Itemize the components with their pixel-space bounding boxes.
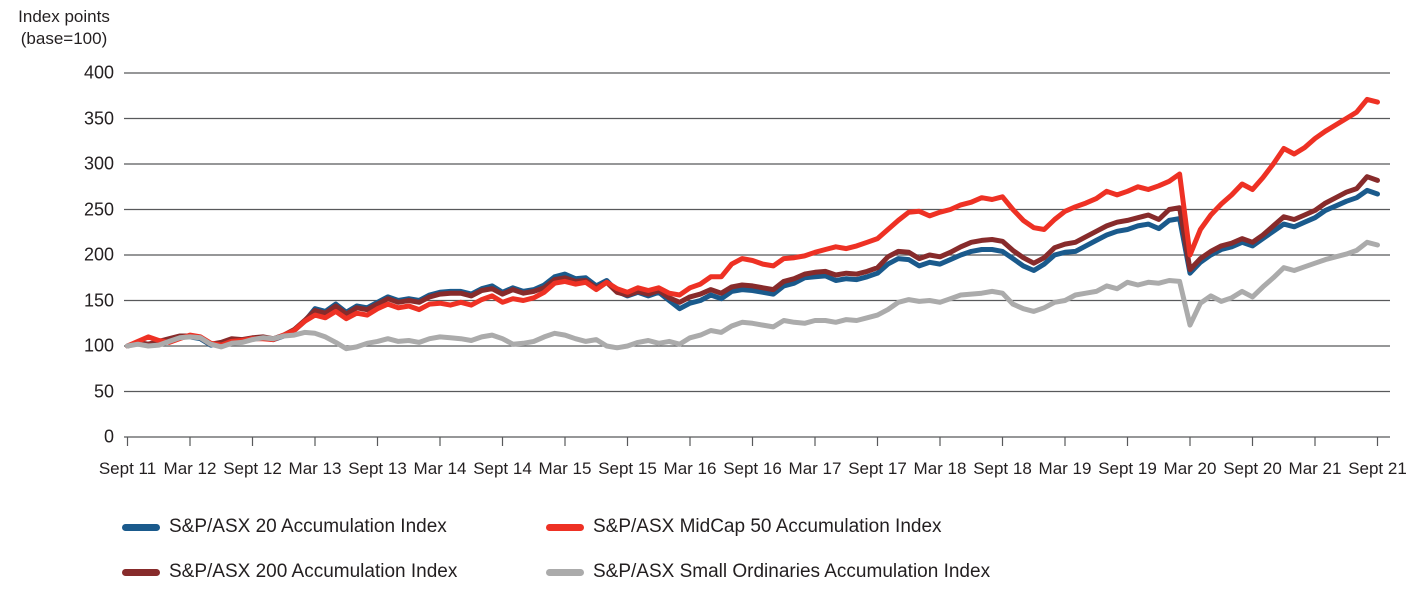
x-tick-label-sept-17: Sept 17 [848,459,907,478]
y-tick-label-200: 200 [83,244,114,265]
y-tick-label-0: 0 [103,426,114,447]
x-tick-label-mar-20: Mar 20 [1163,459,1217,478]
y-axis-title-line2: (base=100) [20,29,108,48]
x-tick-label-sept-14: Sept 14 [473,459,532,478]
x-tick-label-mar-12: Mar 12 [163,459,217,478]
y-tick-label-100: 100 [83,335,114,356]
y-axis-title: Index points (base=100) [8,6,120,50]
x-tick-label-mar-18: Mar 18 [913,459,967,478]
x-tick-label-mar-13: Mar 13 [288,459,342,478]
y-tick-label-300: 300 [83,153,114,174]
x-tick-label-sept-21: Sept 21 [1348,459,1407,478]
x-tick-label-sept-12: Sept 12 [223,459,282,478]
y-tick-label-250: 250 [83,199,114,219]
x-tick-label-sept-19: Sept 19 [1098,459,1157,478]
x-tick-label-mar-19: Mar 19 [1038,459,1092,478]
legend-entry-asx20: S&P/ASX 20 Accumulation Index [122,516,447,538]
legend-swatch-smallords [546,568,584,576]
x-tick-label-sept-13: Sept 13 [348,459,407,478]
y-tick-label-350: 350 [83,108,114,128]
legend-label-asx20: S&P/ASX 20 Accumulation Index [169,516,447,537]
legend-swatch-asx200 [122,568,160,576]
x-tick-label-mar-16: Mar 16 [663,459,717,478]
y-tick-label-150: 150 [83,290,114,310]
y-axis-title-line1: Index points [18,7,110,26]
x-tick-label-sept-20: Sept 20 [1223,459,1282,478]
x-tick-label-mar-14: Mar 14 [413,459,467,478]
legend-label-asx200: S&P/ASX 200 Accumulation Index [169,561,458,582]
x-tick-label-mar-17: Mar 17 [788,459,842,478]
legend-entry-asx200: S&P/ASX 200 Accumulation Index [122,561,457,583]
y-tick-label-50: 50 [93,381,114,401]
x-tick-label-mar-15: Mar 15 [538,459,592,478]
x-tick-label-mar-21: Mar 21 [1288,459,1342,478]
x-tick-label-sept-15: Sept 15 [598,459,657,478]
legend-entry-midcap50: S&P/ASX MidCap 50 Accumulation Index [546,516,942,538]
legend-label-smallords: S&P/ASX Small Ordinaries Accumulation In… [593,561,991,582]
legend-swatch-midcap50 [546,523,584,531]
x-tick-label-sept-18: Sept 18 [973,459,1032,478]
series-line-asx200 [125,174,1380,349]
legend-label-midcap50: S&P/ASX MidCap 50 Accumulation Index [593,516,942,537]
y-tick-label-400: 400 [83,62,114,83]
x-tick-label-sept-16: Sept 16 [723,459,782,478]
x-tick-label-sept-11: Sept 11 [98,459,157,478]
series-line-smallords [125,239,1380,352]
legend-entry-smallords: S&P/ASX Small Ordinaries Accumulation In… [546,561,990,583]
legend-swatch-asx20 [122,523,160,531]
series-line-midcap50 [125,96,1380,349]
